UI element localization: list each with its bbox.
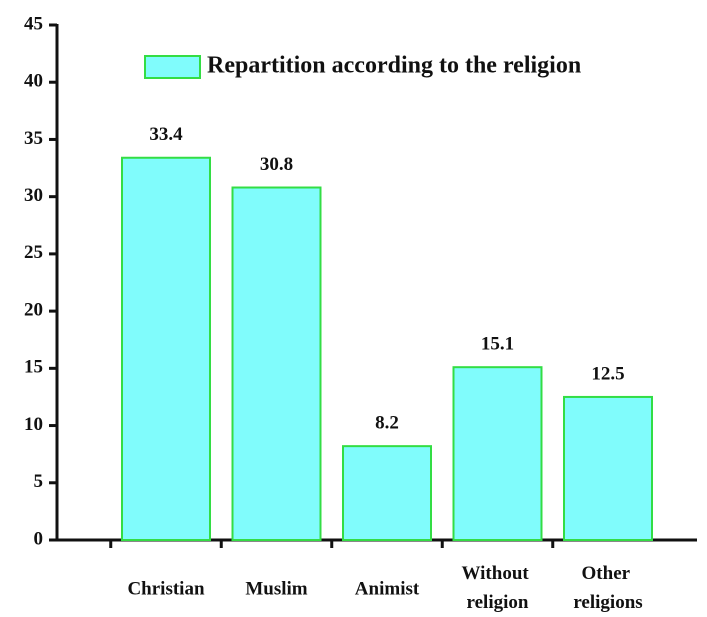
x-tick-label: Muslim — [245, 578, 307, 599]
y-tick-label: 0 — [34, 528, 44, 549]
y-tick-label: 30 — [24, 185, 43, 206]
x-tick-label: Animist — [355, 578, 420, 599]
x-tick-label: Christian — [127, 578, 205, 599]
y-tick-label: 10 — [24, 414, 43, 435]
value-label: 15.1 — [481, 334, 514, 355]
legend: Repartition according to the religion — [144, 53, 581, 79]
legend-swatch — [144, 55, 201, 79]
value-label: 12.5 — [591, 363, 624, 384]
x-tick-label-line: religion — [467, 592, 529, 613]
bar — [121, 156, 211, 541]
x-tick-label-line: religions — [573, 592, 642, 613]
y-tick-label: 35 — [24, 128, 43, 149]
y-tick-label: 5 — [34, 471, 44, 492]
bar — [231, 186, 322, 541]
value-label: 8.2 — [375, 413, 399, 434]
y-tick-label: 45 — [24, 13, 43, 34]
legend-label: Repartition according to the religion — [207, 53, 581, 79]
bar — [452, 366, 543, 542]
x-tick-label-line: Other — [582, 563, 635, 584]
value-label: 30.8 — [260, 154, 293, 175]
value-label: 33.4 — [149, 124, 183, 145]
y-tick-label: 40 — [24, 71, 43, 92]
bar — [563, 395, 653, 542]
x-tick-label: Other religions — [573, 563, 642, 613]
y-tick-label: 25 — [24, 242, 43, 263]
bar — [342, 445, 432, 541]
y-tick-label: 20 — [24, 299, 43, 320]
x-tick-label: Without religion — [462, 563, 534, 613]
y-tick-label: 15 — [24, 357, 43, 378]
x-tick-label-line: Without — [462, 563, 534, 584]
